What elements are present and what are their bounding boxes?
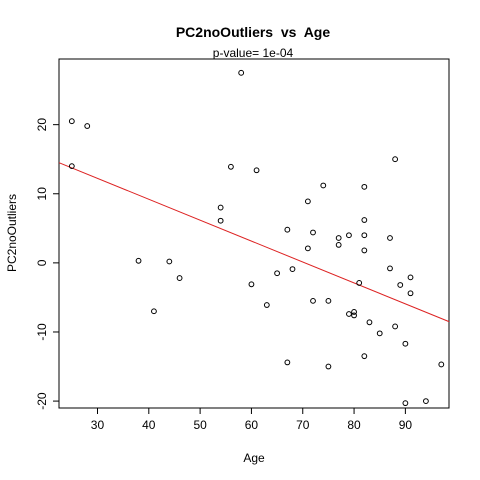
data-point: [361, 217, 368, 223]
data-point: [361, 232, 368, 239]
data-points: [68, 69, 445, 407]
data-point: [423, 398, 429, 404]
data-point: [320, 182, 327, 189]
data-point: [151, 308, 157, 315]
data-point: [392, 156, 399, 163]
x-tick-label: 80: [347, 418, 361, 432]
data-point: [135, 257, 142, 264]
data-point: [217, 204, 224, 211]
data-point: [84, 123, 91, 129]
data-point: [366, 319, 373, 326]
x-tick-label: 50: [193, 418, 207, 432]
data-point: [325, 297, 332, 304]
data-point: [397, 282, 404, 288]
data-point: [325, 363, 332, 370]
data-point: [351, 312, 357, 319]
data-point: [284, 226, 291, 233]
data-point: [176, 275, 183, 281]
data-point: [304, 245, 311, 252]
data-point: [284, 359, 291, 366]
data-point: [361, 247, 368, 254]
data-point: [376, 330, 383, 337]
data-point: [438, 361, 445, 368]
data-point: [166, 258, 173, 265]
y-tick-label: -10: [35, 323, 49, 341]
x-axis: 30 40 50 60 70 80 90: [91, 408, 413, 432]
data-point: [356, 280, 363, 286]
data-point: [402, 340, 409, 347]
y-tick-label: 10: [35, 187, 49, 201]
data-point: [217, 217, 224, 224]
plot-frame: [58, 58, 450, 409]
data-point: [387, 235, 393, 241]
x-tick-label: 90: [399, 418, 413, 432]
data-point: [248, 281, 255, 288]
regression-line: [58, 162, 450, 323]
chart-title: PC2noOutliers vs Age: [176, 24, 331, 40]
data-point: [228, 163, 234, 170]
data-point: [335, 235, 342, 241]
y-tick-label: 0: [35, 259, 49, 266]
y-axis: -20 -10 0 10 20: [35, 118, 59, 410]
data-point: [407, 290, 414, 297]
data-point: [402, 400, 409, 407]
data-point: [68, 118, 75, 125]
data-point: [289, 266, 296, 272]
data-point: [68, 163, 75, 170]
x-tick-label: 40: [142, 418, 156, 432]
chart-subtitle: p-value= 1e-04: [213, 46, 294, 60]
data-point: [351, 309, 357, 315]
data-point: [407, 274, 414, 281]
x-tick-label: 60: [245, 418, 259, 432]
data-point: [361, 353, 368, 360]
data-point: [346, 232, 352, 239]
data-point: [253, 167, 260, 174]
data-point: [392, 323, 399, 330]
x-tick-label: 70: [296, 418, 310, 432]
y-axis-label: PC2noOutliers: [5, 194, 19, 272]
data-point: [310, 297, 316, 304]
data-point: [274, 270, 280, 277]
y-tick-label: -20: [35, 392, 49, 410]
data-point: [361, 183, 368, 190]
data-point: [263, 302, 270, 308]
data-point: [346, 311, 352, 317]
data-point: [387, 265, 393, 272]
data-point: [304, 198, 311, 205]
x-axis-label: Age: [243, 451, 265, 465]
data-point: [238, 69, 245, 76]
x-tick-label: 30: [91, 418, 105, 432]
data-point: [310, 229, 316, 236]
data-point: [335, 242, 342, 248]
y-tick-label: 20: [35, 118, 49, 132]
